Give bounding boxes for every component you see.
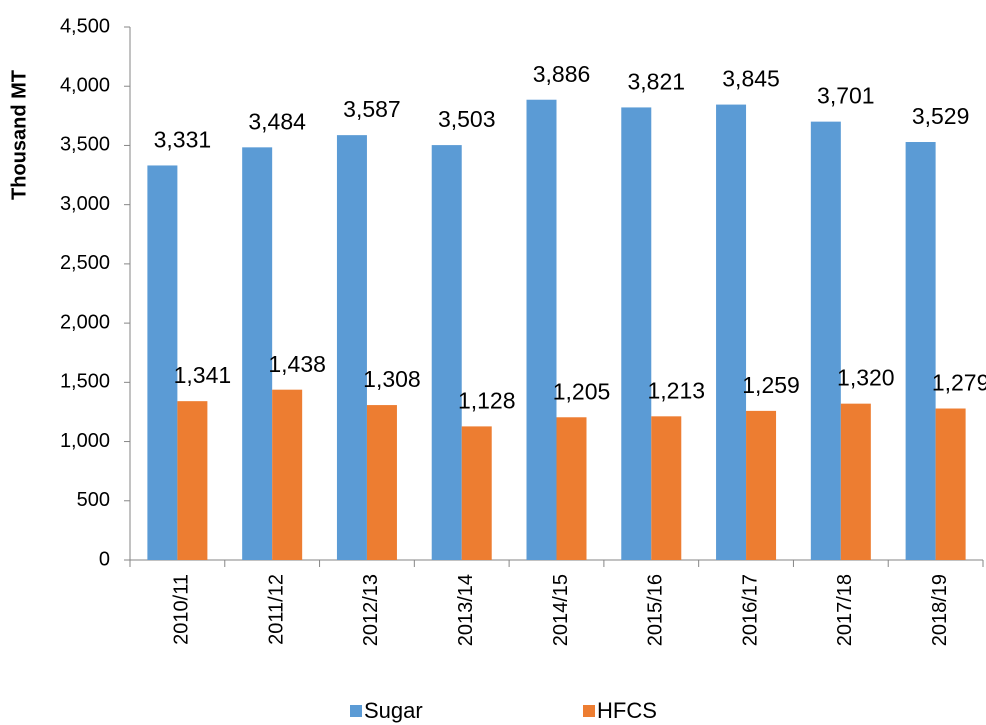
y-tick-label: 500 [77,489,110,511]
y-tick-label: 4,500 [60,15,110,37]
bar [651,416,682,560]
data-label: 3,503 [438,106,496,132]
legend-swatch [350,705,362,717]
data-label: 3,845 [722,66,780,92]
data-label: 1,320 [837,365,895,391]
data-label: 1,308 [363,366,421,392]
bar [621,107,652,561]
bar [242,147,273,561]
bar [461,426,492,560]
bar [366,405,397,560]
legend-label: Sugar [364,698,423,723]
x-tick-label: 2014/15 [550,574,572,646]
legend-swatch [583,705,595,717]
legend-label: HFCS [597,698,657,723]
data-label: 3,821 [627,69,685,95]
data-label: 1,128 [458,387,516,413]
x-tick-label: 2011/12 [265,574,287,645]
data-label: 1,279 [932,370,986,396]
bar [840,403,871,560]
data-label: 1,213 [647,377,705,403]
y-tick-label: 2,000 [60,311,110,333]
x-tick-label: 2016/17 [739,574,761,646]
bar [935,408,966,560]
bar [177,401,208,560]
y-tick-label: 1,500 [60,371,110,393]
data-label: 3,529 [912,103,970,129]
data-label: 3,331 [154,127,212,153]
bar [556,417,587,560]
bar [716,104,747,560]
data-label: 1,341 [174,362,232,388]
bar [431,145,462,560]
y-tick-label: 3,000 [60,193,110,215]
bar [147,165,178,561]
data-label: 1,438 [268,351,326,377]
x-tick-label: 2018/19 [929,574,951,646]
x-tick-label: 2017/18 [834,574,856,646]
data-label: 3,701 [817,83,875,109]
bar [526,99,557,561]
x-tick-label: 2015/16 [645,574,667,646]
bar [905,142,936,560]
y-tick-label: 2,500 [60,252,110,274]
y-tick-label: 1,000 [60,430,110,452]
y-tick-label: 4,000 [60,75,110,97]
y-tick-label: 3,500 [60,134,110,156]
data-label: 3,587 [343,96,401,122]
bar [336,135,367,560]
data-label: 3,484 [248,108,306,134]
x-tick-label: 2010/11 [171,574,193,645]
bar [272,389,303,560]
data-label: 1,205 [553,378,611,404]
data-label: 3,886 [533,61,591,87]
y-tick-label: 0 [99,548,110,570]
bar [810,121,841,560]
y-axis-title: Thousand MT [8,70,30,200]
x-tick-label: 2013/14 [455,574,477,646]
data-label: 1,259 [742,372,800,398]
bar [746,410,777,560]
x-tick-label: 2012/13 [360,574,382,646]
